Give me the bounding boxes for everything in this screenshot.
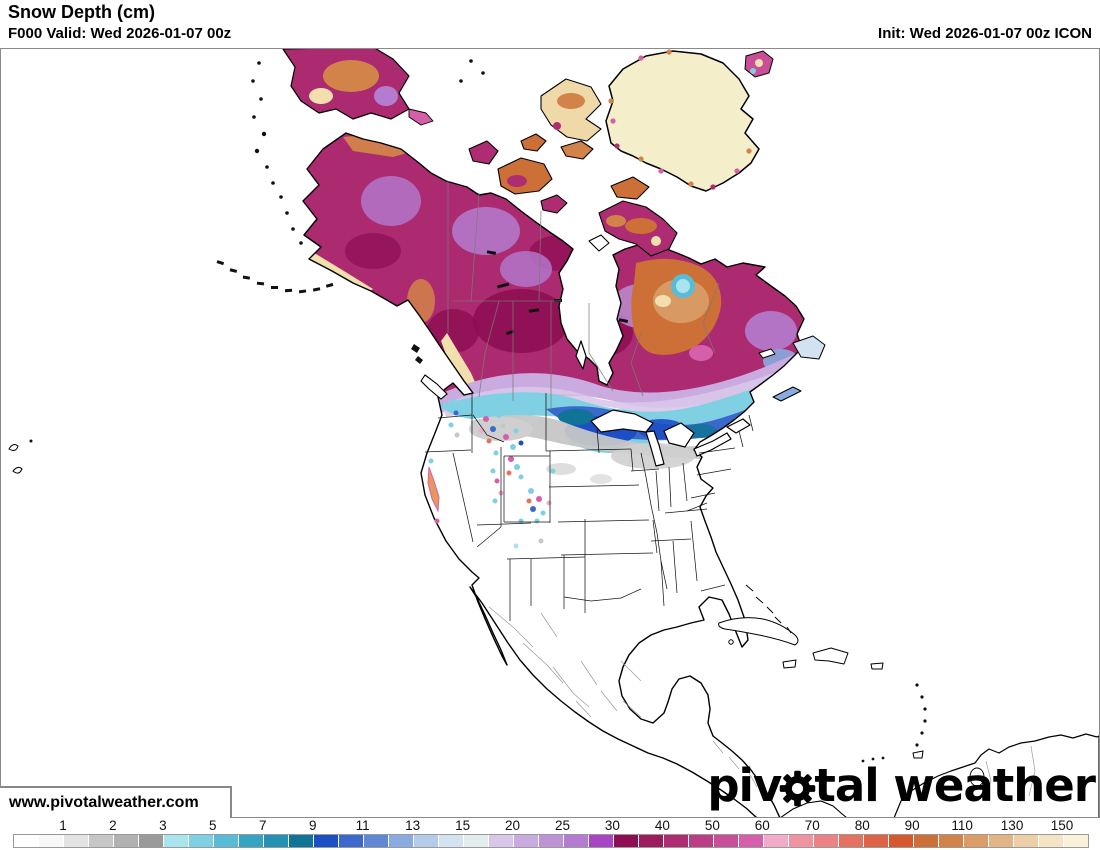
- legend-color-cell: [964, 835, 989, 847]
- legend-tick-label: 130: [1000, 818, 1024, 833]
- legend-tick-label: 40: [654, 818, 670, 833]
- legend-color-cell: [264, 835, 289, 847]
- legend-color-cell: [89, 835, 114, 847]
- legend-color-cell: [889, 835, 914, 847]
- legend-tick-label: 1: [59, 818, 67, 833]
- legend-color-cell: [439, 835, 464, 847]
- legend-color-cell: [1039, 835, 1064, 847]
- canada-province-borders: [447, 181, 720, 409]
- mexico-state-borders: [488, 606, 758, 788]
- legend-color-cell: [1014, 835, 1039, 847]
- pivotal-weather-logo: piv tal weather: [707, 759, 1096, 812]
- color-scale-legend: 1 2 3 5 7 9 11 13 15 20 25 30 40 50 60 70 80 90 110 130 150: [0, 818, 1100, 850]
- north-america-snow-map: [1, 49, 1099, 817]
- arctic-islands: [468, 78, 678, 257]
- legend-color-cell: [939, 835, 964, 847]
- legend-color-cell: [64, 835, 89, 847]
- logo-text-right: tal weather: [814, 759, 1096, 812]
- logo-text-left: piv: [707, 759, 782, 812]
- legend-tick-label: 3: [159, 818, 167, 833]
- legend-color-cell: [339, 835, 364, 847]
- valid-time-label: F000 Valid: Wed 2026-01-07 00z: [8, 25, 232, 42]
- legend-color-cell: [164, 835, 189, 847]
- legend-color-cell: [139, 835, 164, 847]
- legend-tick-label: 80: [854, 818, 870, 833]
- legend-color-cell: [364, 835, 389, 847]
- legend-tick-label: 15: [455, 818, 471, 833]
- south-america-coast: [780, 733, 1099, 817]
- legend-tick-label: 11: [355, 818, 370, 833]
- legend-color-cell: [589, 835, 614, 847]
- legend-color-cell: [14, 835, 39, 847]
- legend-tick-label: 20: [505, 818, 521, 833]
- legend-tick-label: 5: [209, 818, 217, 833]
- legend-tick-label: 150: [1050, 818, 1074, 833]
- legend-color-cell: [1064, 835, 1088, 847]
- chukotka-landmass: [282, 49, 434, 126]
- legend-color-cell: [864, 835, 889, 847]
- legend-color-cell: [414, 835, 439, 847]
- legend-color-cell: [839, 835, 864, 847]
- watermark-box: www.pivotalweather.com: [0, 786, 232, 819]
- legend-tick-label: 30: [604, 818, 620, 833]
- legend-color-cell: [464, 835, 489, 847]
- legend-ticks: 1 2 3 5 7 9 11 13 15 20 25 30 40 50 60 70 80 90 110 130 150: [13, 818, 1087, 834]
- legend-color-cell: [39, 835, 64, 847]
- legend-tick-label: 110: [951, 818, 973, 833]
- atlantic-islands: [758, 335, 826, 402]
- watermark-url: www.pivotalweather.com: [9, 794, 199, 811]
- legend-color-cell: [914, 835, 939, 847]
- legend-color-cell: [564, 835, 589, 847]
- legend-tick-label: 25: [554, 818, 570, 833]
- mountain-snow-speckles: [427, 398, 556, 549]
- legend-color-cell: [714, 835, 739, 847]
- legend-color-cell: [539, 835, 564, 847]
- legend-tick-label: 70: [804, 818, 820, 833]
- legend-color-cell: [664, 835, 689, 847]
- legend-color-cell: [389, 835, 414, 847]
- legend-color-cell: [689, 835, 714, 847]
- legend-color-cell: [189, 835, 214, 847]
- init-time-label: Init: Wed 2026-01-07 00z ICON: [878, 25, 1092, 42]
- legend-tick-label: 50: [704, 818, 720, 833]
- legend-color-cell: [289, 835, 314, 847]
- legend-colorbar: [13, 834, 1089, 848]
- legend-color-cell: [989, 835, 1014, 847]
- legend-tick-label: 2: [109, 818, 117, 833]
- legend-tick-label: 13: [405, 818, 421, 833]
- greenland: [605, 49, 774, 192]
- legend-color-cell: [239, 835, 264, 847]
- legend-color-cell: [814, 835, 839, 847]
- legend-tick-label: 60: [754, 818, 770, 833]
- legend-color-cell: [514, 835, 539, 847]
- legend-tick-label: 90: [904, 818, 920, 833]
- legend-color-cell: [614, 835, 639, 847]
- pacific-islands: [8, 59, 485, 474]
- legend-color-cell: [314, 835, 339, 847]
- page-title: Snow Depth (cm): [8, 2, 155, 22]
- gear-icon: [780, 770, 816, 807]
- legend-color-cell: [489, 835, 514, 847]
- legend-color-cell: [114, 835, 139, 847]
- legend-color-cell: [789, 835, 814, 847]
- legend-tick-label: 9: [308, 818, 317, 833]
- legend-tick-label: 7: [259, 818, 267, 833]
- small-lakes: [411, 250, 629, 364]
- legend-color-cell: [739, 835, 764, 847]
- legend-color-cell: [764, 835, 789, 847]
- us-state-borders: [424, 393, 754, 621]
- legend-color-cell: [214, 835, 239, 847]
- caribbean-islands: [718, 584, 927, 763]
- great-lakes: [575, 340, 751, 467]
- weather-map: [0, 48, 1100, 818]
- legend-color-cell: [639, 835, 664, 847]
